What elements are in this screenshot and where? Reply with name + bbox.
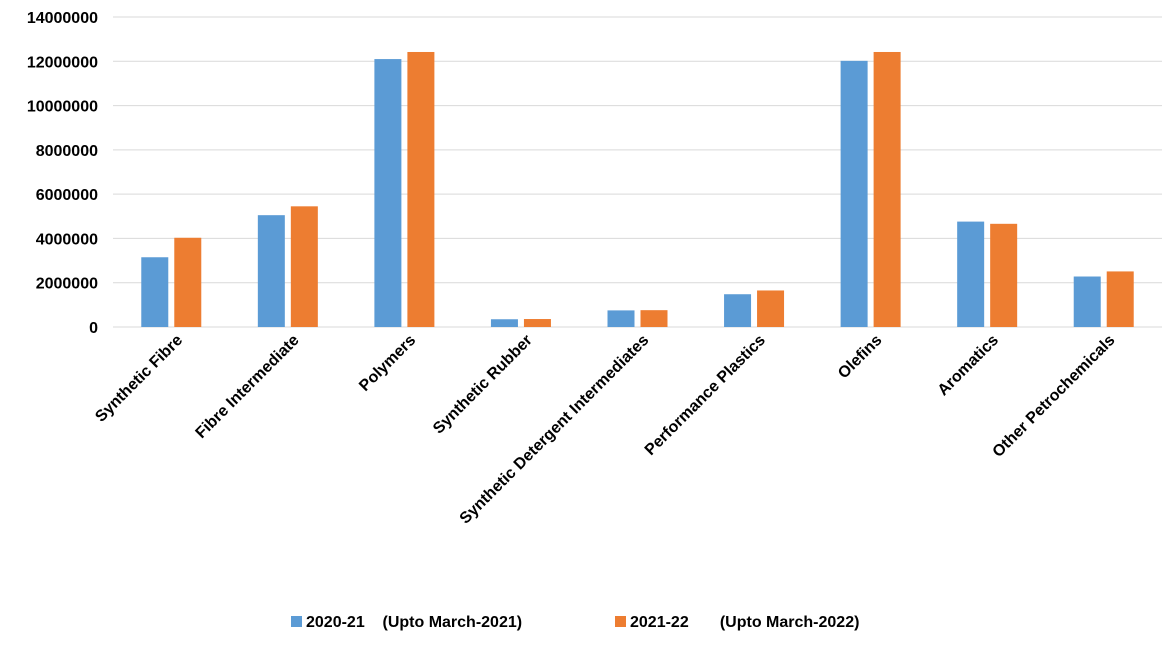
bar-series1-aromatics: [957, 221, 985, 327]
y-tick-label: 8000000: [36, 143, 98, 160]
bar-series1-fibre-intermediate: [257, 215, 285, 327]
bar-series2-synthetic-fibre: [174, 237, 202, 327]
legend: 2020-21 (Upto March-2021) 2021-22 (Upto M…: [291, 614, 859, 631]
bar-series2-olefins: [873, 51, 901, 327]
x-category-label: Synthetic Rubber: [430, 332, 536, 438]
bar-series2-fibre-intermediate: [290, 206, 318, 327]
y-tick-label: 14000000: [27, 10, 98, 27]
x-category-label: Other Petrochemicals: [990, 332, 1119, 461]
y-tick-label: 0: [89, 320, 98, 337]
x-category-label: Synthetic Fibre: [92, 332, 186, 426]
bar-series2-other-petrochemicals: [1106, 271, 1134, 327]
bar-series1-synthetic-detergent-intermediates: [607, 310, 635, 327]
x-category-label: Fibre Intermediate: [193, 332, 303, 442]
bar-series1-polymers: [374, 59, 402, 327]
bar-series1-other-petrochemicals: [1073, 276, 1101, 327]
legend-swatch: [615, 616, 626, 627]
x-category-label: Performance Plastics: [642, 332, 769, 459]
legend-swatch: [291, 616, 302, 627]
x-category-label: Aromatics: [935, 332, 1002, 399]
gridlines: [113, 16, 1162, 328]
y-tick-label: 12000000: [27, 54, 98, 71]
y-tick-label: 10000000: [27, 99, 98, 116]
bar-series2-synthetic-rubber: [523, 319, 551, 327]
x-category-label: Olefins: [835, 332, 885, 382]
bar-series2-performance-plastics: [757, 290, 785, 327]
bar-series1-synthetic-fibre: [141, 257, 169, 327]
legend-label: 2021-22 (Upto March-2022): [630, 614, 859, 631]
bar-series2-aromatics: [990, 223, 1018, 327]
x-category-label: Synthetic Detergent Intermediates: [457, 332, 653, 528]
bar-series1-synthetic-rubber: [490, 319, 518, 327]
bar-series2-polymers: [407, 51, 435, 327]
bars: [141, 51, 1134, 327]
bar-series1-olefins: [840, 60, 868, 327]
bar-series1-performance-plastics: [724, 294, 752, 327]
y-tick-label: 6000000: [36, 187, 98, 204]
y-tick-label: 2000000: [36, 276, 98, 293]
y-axis-tick-labels: 0 2000000 4000000 6000000 8000000 10000000 120…: [27, 10, 98, 337]
x-category-label: Polymers: [356, 332, 419, 395]
bar-series2-synthetic-detergent-intermediates: [640, 310, 668, 327]
legend-label: 2020-21 (Upto March-2021): [306, 614, 522, 631]
x-axis-category-labels: Synthetic Fibre Fibre Intermediate Polymer…: [92, 332, 1118, 528]
y-tick-label: 4000000: [36, 231, 98, 248]
